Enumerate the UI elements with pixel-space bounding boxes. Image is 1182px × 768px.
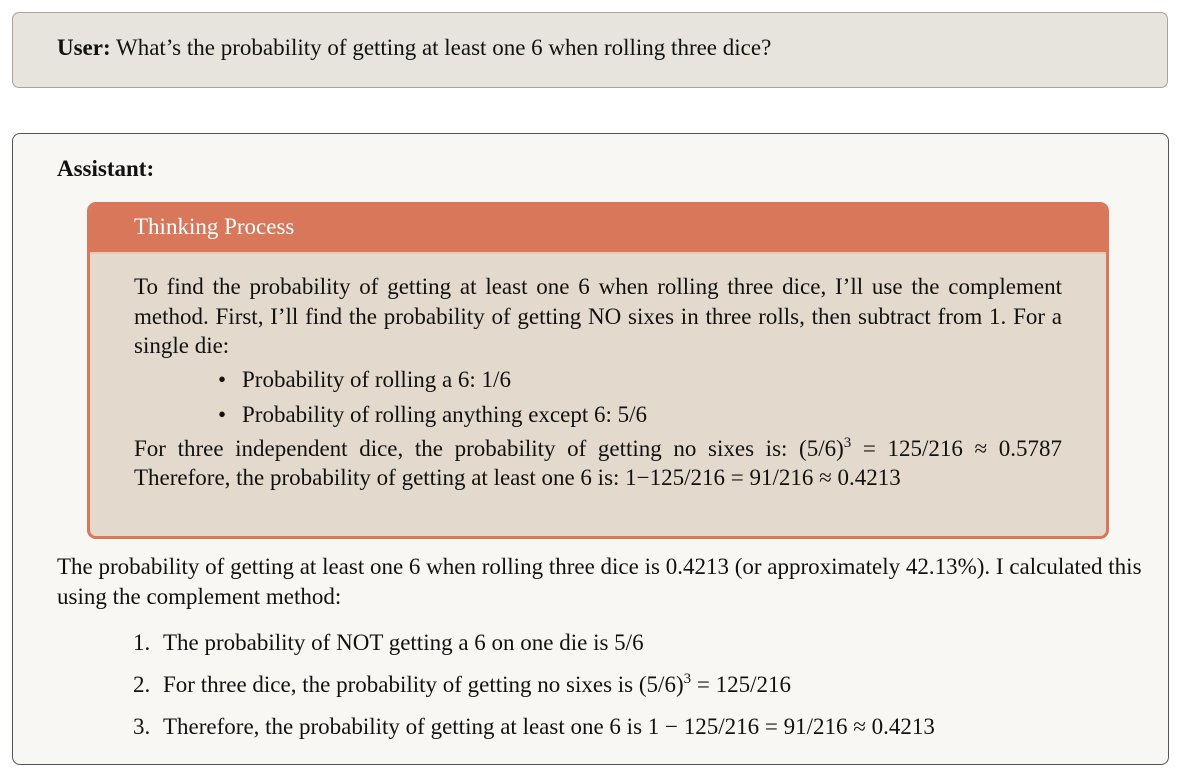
thinking-conclusion: For three independent dice, the probabil… [134, 434, 1062, 493]
response-summary: The probability of getting at least one … [57, 554, 1142, 609]
list-item: 3. Therefore, the probability of getting … [57, 706, 1157, 748]
math: = 125/216 ≈ 0.5787 [851, 435, 1062, 461]
math-exponent: 3 [683, 671, 692, 687]
assistant-message-box: Assistant: Thinking Process To find the … [12, 133, 1169, 765]
user-message-text: What’s the probability of getting at lea… [115, 35, 772, 60]
text: For three dice, the probability of getti… [163, 672, 639, 697]
math-exponent: 3 [843, 434, 852, 451]
thinking-process-box: Thinking Process To find the probability… [87, 202, 1109, 539]
math: (5/6) [799, 435, 844, 461]
bullet-icon: • [218, 401, 227, 427]
user-label: User: [57, 35, 111, 60]
thinking-body: To find the probability of getting at le… [134, 272, 1062, 493]
item-number: 2. [133, 672, 151, 697]
assistant-label: Assistant: [57, 156, 155, 181]
text: Therefore, the probability of getting at… [134, 465, 626, 490]
thinking-bullet: • Probability of rolling a 6: 1/6 [218, 364, 1062, 396]
item-number: 1. [133, 630, 151, 655]
thinking-bullet: • Probability of rolling anything except … [218, 399, 1062, 431]
item-text: For three dice, the probability of getti… [163, 664, 791, 706]
list-item: 2. For three dice, the probability of get… [57, 664, 1157, 706]
math: 1−125/216 = 91/216 ≈ 0.4213 [625, 465, 901, 490]
thinking-intro: To find the probability of getting at le… [134, 274, 1062, 358]
thinking-title: Thinking Process [90, 205, 1106, 254]
steps-list: 1. The probability of NOT getting a 6 on … [57, 622, 1157, 748]
item-text: Therefore, the probability of getting at… [163, 714, 935, 739]
text: For three independent dice, the probabil… [134, 435, 800, 461]
math: = 125/216 [691, 672, 791, 697]
item-text: The probability of NOT getting a 6 on on… [163, 630, 644, 655]
math: (5/6) [638, 672, 684, 697]
item-number: 3. [133, 714, 151, 739]
list-item: 1. The probability of NOT getting a 6 on … [57, 622, 1157, 664]
bullet-text: Probability of rolling a 6: 1/6 [242, 366, 511, 392]
assistant-response: The probability of getting at least one … [57, 552, 1157, 748]
user-message-box: User: What’s the probability of getting … [12, 12, 1168, 88]
bullet-text: Probability of rolling anything except 6… [242, 401, 647, 427]
user-message: User: What’s the probability of getting … [57, 35, 771, 61]
bullet-icon: • [218, 366, 227, 392]
